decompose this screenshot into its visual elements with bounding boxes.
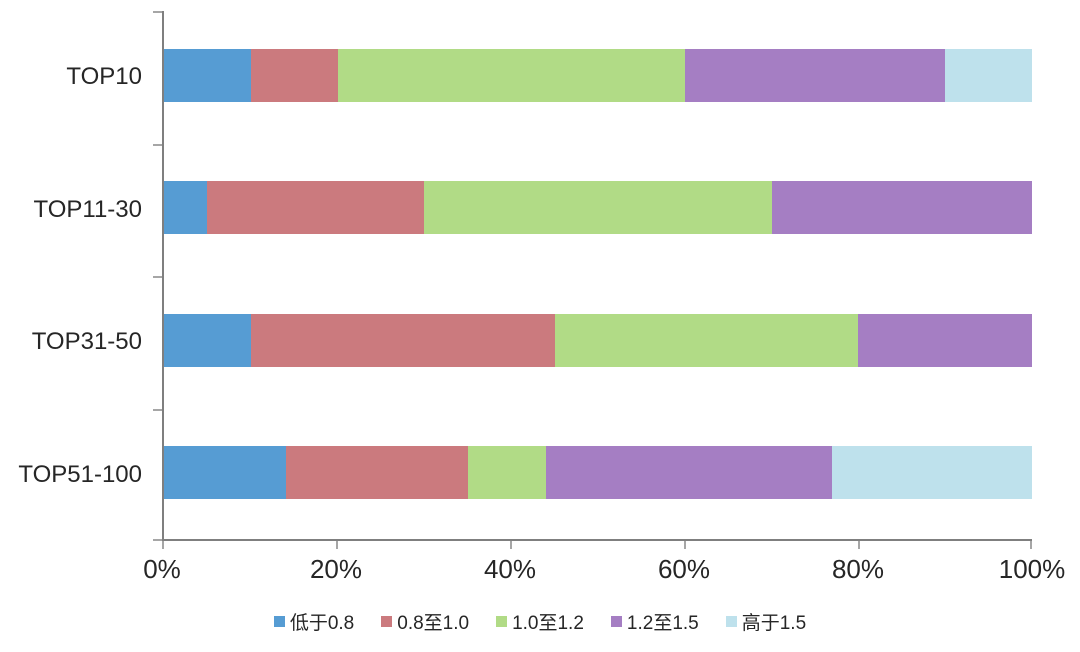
y-axis-tick bbox=[153, 408, 162, 411]
bar-segment bbox=[467, 446, 546, 500]
bar-segment bbox=[554, 313, 859, 367]
legend-item: 高于1.5 bbox=[725, 608, 807, 635]
bar-row-top31-50 bbox=[164, 313, 1032, 367]
bar-segment bbox=[684, 48, 946, 102]
legend-label: 1.2至1.5 bbox=[626, 613, 699, 634]
legend-label: 0.8至1.0 bbox=[397, 613, 470, 634]
legend-swatch-icon bbox=[496, 616, 508, 627]
category-label: TOP10 bbox=[66, 63, 142, 91]
bar-segment bbox=[164, 446, 286, 500]
legend-item: 低于0.8 bbox=[273, 608, 355, 635]
y-axis-tick bbox=[153, 276, 162, 278]
legend: 低于0.8 0.8至1.0 1.0至1.2 1.2至1.5 高于1.5 bbox=[0, 608, 1080, 635]
category-label: TOP11-30 bbox=[33, 195, 142, 223]
legend-label: 高于1.5 bbox=[741, 613, 807, 634]
bar-segment bbox=[945, 48, 1032, 102]
x-axis-tick bbox=[336, 541, 338, 549]
legend-swatch-icon bbox=[610, 616, 622, 627]
legend-swatch-icon bbox=[381, 616, 393, 627]
bar-segment bbox=[832, 446, 1032, 500]
legend-swatch-icon bbox=[725, 616, 737, 627]
bar-row-top11-30 bbox=[164, 181, 1032, 235]
bar-row-top51-100 bbox=[164, 446, 1032, 500]
bar-segment bbox=[164, 313, 251, 367]
bar-segment bbox=[771, 181, 1032, 235]
bar-segment bbox=[250, 48, 338, 102]
legend-item: 1.0至1.2 bbox=[496, 608, 584, 635]
x-tick-label: 60% bbox=[657, 554, 711, 584]
x-tick-label: 40% bbox=[483, 554, 537, 584]
bar-segment bbox=[858, 313, 1032, 367]
x-axis-tick bbox=[162, 541, 164, 549]
category-label: TOP51-100 bbox=[18, 460, 142, 488]
x-tick-label: 20% bbox=[309, 554, 363, 584]
legend-label: 低于0.8 bbox=[289, 613, 355, 634]
bar-segment bbox=[424, 181, 772, 235]
x-tick-label: 0% bbox=[143, 554, 181, 584]
legend-swatch-icon bbox=[273, 616, 285, 627]
legend-item: 1.2至1.5 bbox=[610, 608, 699, 635]
bar-segment bbox=[285, 446, 468, 500]
y-axis-tick bbox=[153, 11, 162, 13]
category-label: TOP31-50 bbox=[31, 328, 142, 356]
x-axis-tick bbox=[858, 541, 860, 549]
x-tick-label: 100% bbox=[998, 554, 1066, 584]
bar-segment bbox=[164, 48, 251, 102]
x-axis-tick bbox=[1030, 541, 1032, 549]
bar-segment bbox=[250, 313, 555, 367]
bar-segment bbox=[164, 181, 208, 235]
legend-item: 0.8至1.0 bbox=[381, 608, 469, 635]
bar-segment bbox=[545, 446, 833, 500]
legend-label: 1.0至1.2 bbox=[512, 613, 584, 634]
x-tick-label: 80% bbox=[831, 554, 885, 584]
x-axis-tick bbox=[684, 541, 686, 549]
bar-segment bbox=[207, 181, 425, 235]
plot-area bbox=[162, 11, 1032, 541]
x-axis-tick bbox=[510, 541, 512, 549]
bar-row-top10 bbox=[164, 48, 1032, 102]
bar-segment bbox=[337, 48, 685, 102]
y-axis-tick bbox=[153, 143, 162, 146]
y-axis-tick bbox=[153, 539, 162, 541]
